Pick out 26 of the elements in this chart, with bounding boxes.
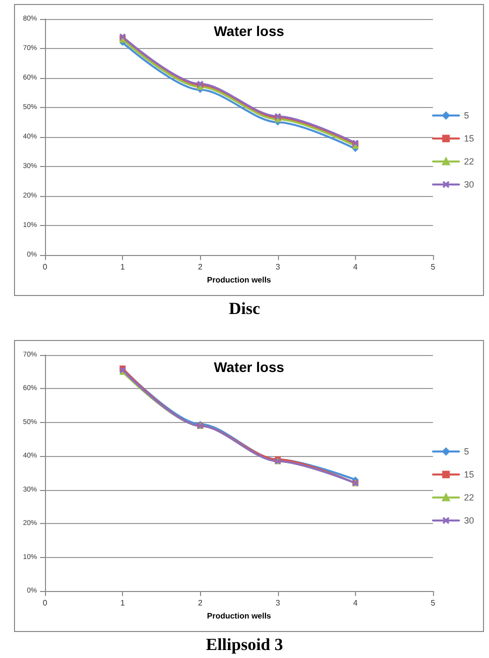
x-tick-label: 2: [198, 262, 203, 272]
x-tick-label: 2: [198, 598, 203, 608]
text: Ellipsoid 3: [204, 635, 284, 655]
x-tick-label: 3: [276, 262, 281, 272]
legend-label: 5: [464, 446, 470, 456]
legend-label: 15: [464, 134, 474, 144]
x-axis-title: Production wells: [206, 275, 272, 284]
x-tick-label: 5: [430, 598, 436, 608]
legend-label: 15: [464, 470, 474, 480]
x-tick-label: 4: [353, 598, 358, 608]
legend-label: 30: [464, 516, 474, 526]
text: Disc: [228, 299, 262, 319]
legend-label: 30: [464, 180, 474, 190]
x-tick-label: 0: [42, 262, 48, 272]
x-tick-label: 1: [120, 262, 126, 272]
chart-title: Water loss: [214, 359, 284, 375]
x-tick-label: 4: [353, 262, 358, 272]
x-tick-label: 0: [42, 598, 48, 608]
x-tick-label: 5: [430, 262, 436, 272]
legend-label: 5: [464, 110, 470, 120]
legend-label: 22: [464, 156, 474, 166]
chart-title: Water loss: [214, 23, 284, 39]
x-axis-title: Production wells: [206, 611, 272, 620]
x-tick-label: 3: [276, 598, 281, 608]
x-tick-label: 1: [120, 598, 126, 608]
legend-label: 22: [464, 492, 474, 502]
